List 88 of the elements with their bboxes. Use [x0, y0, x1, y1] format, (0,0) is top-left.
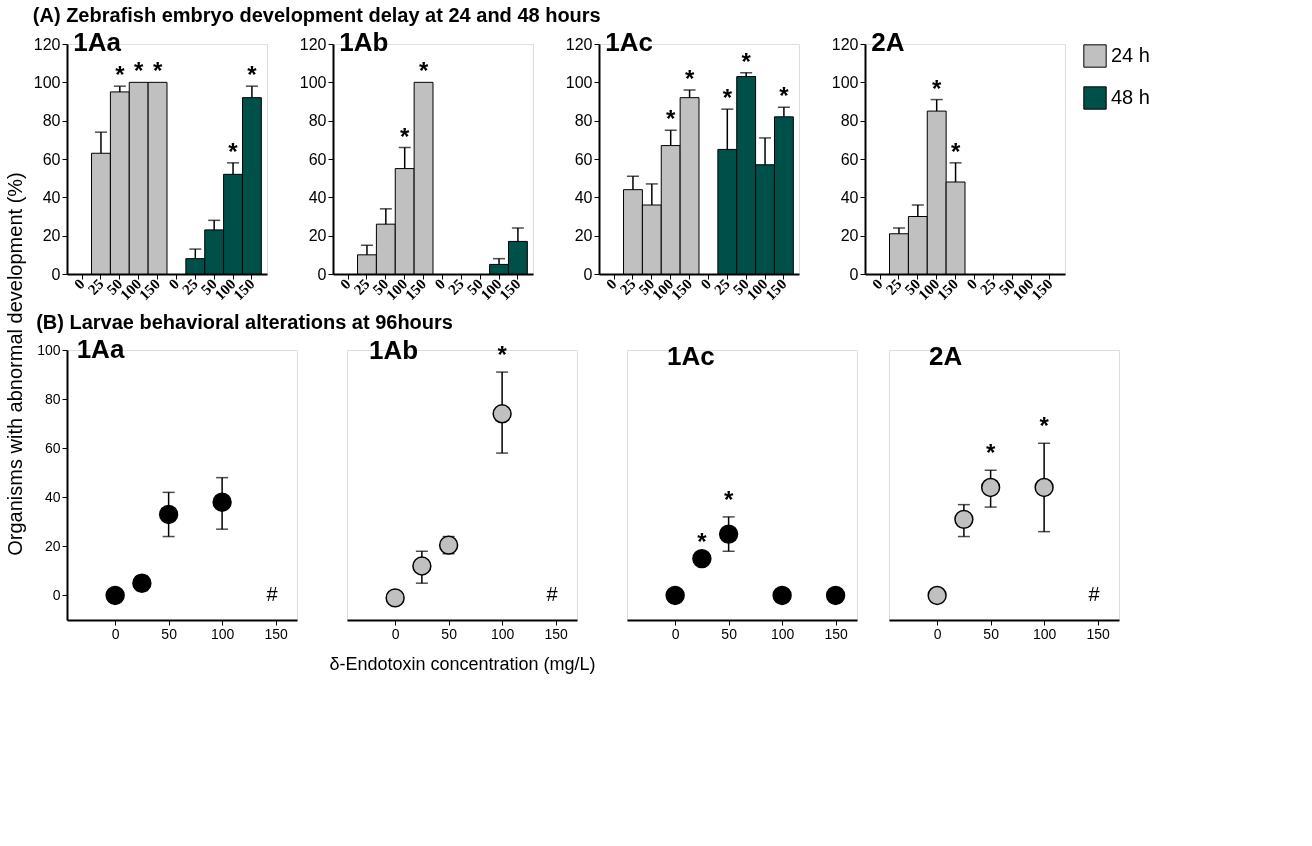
- x-tick-label: 0: [671, 625, 680, 642]
- y-tick-label: 0: [52, 586, 61, 603]
- y-axis-title: Organisms with abnormal development (%): [4, 172, 26, 556]
- y-tick-label: 120: [565, 35, 593, 53]
- y-tick-label: 40: [308, 188, 327, 206]
- y-tick-label: 80: [574, 112, 593, 130]
- y-tick-label: 100: [37, 341, 61, 358]
- chart-title: 2A: [871, 27, 905, 57]
- data-label: *: [666, 105, 677, 133]
- y-tick-label: 120: [299, 35, 327, 53]
- point: [105, 585, 125, 606]
- legend-label: 48 h: [1111, 86, 1150, 108]
- data-label: *: [247, 61, 258, 89]
- data-label: *: [134, 57, 145, 85]
- point: [212, 492, 232, 512]
- y-tick-label: 60: [44, 439, 61, 456]
- data-label: *: [684, 65, 695, 92]
- y-tick-label: 20: [308, 227, 327, 245]
- chart-title: 1Aa: [76, 334, 125, 364]
- data-label: *: [697, 527, 708, 555]
- y-tick-label: 100: [565, 73, 593, 91]
- data-label: *: [400, 122, 411, 150]
- data-label: *: [115, 61, 126, 89]
- x-tick-label: 0: [933, 625, 942, 642]
- y-tick-label: 20: [574, 227, 593, 245]
- y-tick-label: 80: [308, 112, 327, 130]
- data-label: *: [950, 137, 961, 165]
- y-tick-label: 40: [574, 188, 593, 206]
- y-tick-label: 60: [308, 150, 327, 168]
- y-tick-label: 20: [44, 537, 61, 554]
- point: [385, 588, 405, 608]
- x-tick-label: 50: [721, 625, 738, 642]
- y-tick-label: 60: [840, 150, 859, 168]
- x-tick-label: 100: [1032, 625, 1057, 642]
- y-tick-label: 60: [42, 150, 61, 168]
- legend-label: 24 h: [1111, 44, 1150, 66]
- chart-title: 1Ac: [667, 341, 715, 371]
- data-label: *: [932, 74, 943, 102]
- data-label: *: [985, 439, 996, 467]
- x-tick-label: 100: [210, 625, 235, 642]
- data-label: *: [741, 47, 752, 75]
- y-tick-label: 100: [299, 73, 327, 91]
- y-tick-label: 80: [44, 390, 61, 407]
- text: (A) Zebrafish embryo development delay at 24 and 48 hours: [32, 3, 601, 26]
- x-tick-label: 50: [441, 625, 458, 642]
- y-tick-label: 40: [44, 488, 61, 505]
- data-label: *: [1039, 412, 1050, 440]
- x-tick-label: 100: [490, 625, 515, 642]
- x-tick-label: 150: [544, 625, 568, 642]
- chart-subtitle: (B) Larvae behavioral alterations at 96hours: [36, 310, 453, 333]
- data-label: *: [779, 82, 790, 110]
- y-tick-label: 120: [33, 35, 61, 53]
- x-tick-label: 0: [391, 625, 400, 642]
- annotation: #: [1088, 583, 1101, 605]
- annotation: #: [266, 583, 279, 605]
- x-tick-label: 150: [1086, 625, 1110, 642]
- x-tick-label: 150: [824, 625, 848, 642]
- chart-title: 1Ac: [605, 27, 654, 57]
- y-tick-label: 40: [42, 188, 61, 206]
- chart-title: 1Ab: [339, 27, 389, 57]
- y-tick-label: 20: [840, 227, 859, 245]
- point: [492, 404, 512, 424]
- x-tick-label: 100: [770, 625, 795, 642]
- x-tick-label: 150: [264, 625, 288, 642]
- data-label: *: [228, 137, 239, 165]
- data-label: *: [418, 57, 429, 85]
- y-tick-label: 40: [840, 188, 859, 206]
- y-tick-label: 100: [831, 73, 859, 91]
- data-label: *: [723, 485, 734, 513]
- data-label: *: [722, 84, 733, 112]
- y-tick-label: 80: [42, 112, 61, 130]
- chart-title: 1Aa: [73, 27, 122, 57]
- annotation: #: [546, 583, 559, 605]
- x-tick-label: 50: [161, 625, 178, 642]
- y-tick-label: 100: [33, 73, 61, 91]
- point: [158, 504, 179, 525]
- y-tick-label: 60: [574, 150, 593, 168]
- x-tick-label: 50: [983, 625, 1000, 642]
- point: [412, 556, 432, 576]
- chart-title: 2A: [929, 341, 963, 371]
- y-tick-label: 20: [42, 227, 61, 245]
- x-tick-label: 0: [111, 625, 120, 642]
- data-label: *: [152, 57, 163, 85]
- y-tick-label: 80: [840, 112, 859, 130]
- x-axis-title: δ-Endotoxin concentration (mg/L): [329, 653, 596, 674]
- y-tick-label: 120: [831, 35, 859, 53]
- chart-title: 1Ab: [368, 335, 419, 366]
- data-label: *: [497, 341, 508, 369]
